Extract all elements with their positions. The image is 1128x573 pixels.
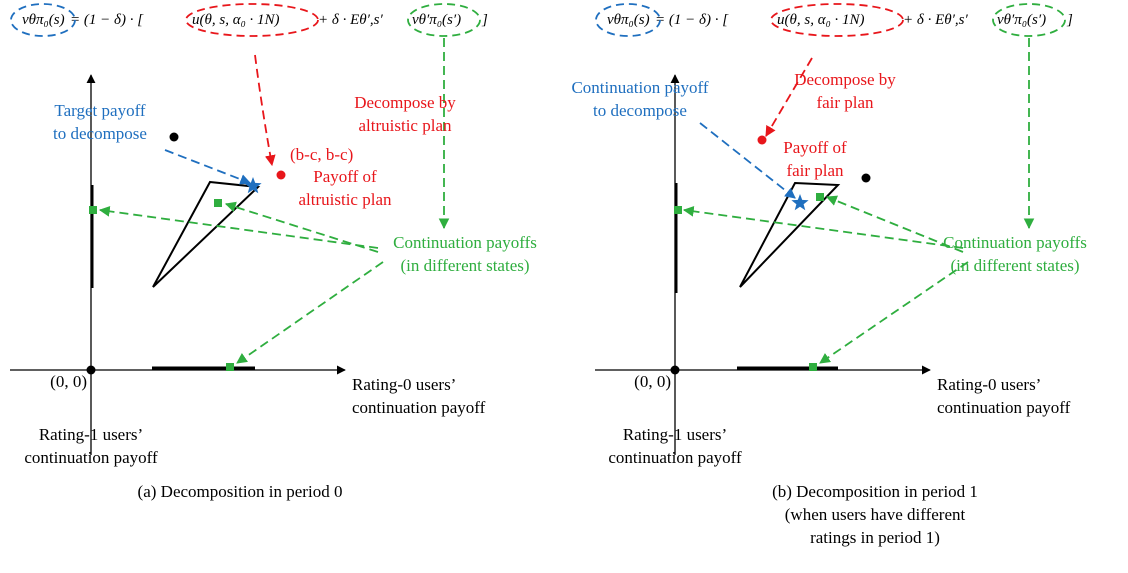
equation-ellipse [407,3,481,37]
equation-ellipse [185,3,319,37]
equation-part: u(θ, s, α₀ · 1N) [192,12,280,28]
equation-ellipse [595,3,661,37]
payoff-label: Payoff of [313,167,377,186]
green-square [226,363,234,371]
black-point [861,173,871,183]
x-axis-label: Rating-0 users’ [352,375,456,394]
y-axis-label: Rating-1 users’ [39,425,143,444]
green-arrow [825,195,964,253]
caption: ratings in period 1) [810,528,940,547]
caption: (b) Decomposition in period 1 [772,482,978,501]
green-square [809,363,817,371]
x-axis-label: Rating-0 users’ [937,375,1041,394]
green-square [89,206,97,214]
continuation-label: Continuation payoffs [943,233,1087,252]
equation-ellipse [10,3,76,37]
decompose-label: altruistic plan [358,116,452,135]
equation-ellipse [992,3,1066,37]
equation-part: + δ · Eθ′,s′ [903,12,968,28]
continuation-label: (in different states) [400,256,529,275]
continuation-label: (in different states) [950,256,1079,275]
decompose-label: Decompose by [354,93,456,112]
green-arrow [682,205,964,249]
black-point [169,132,179,142]
equation-ellipse [770,3,904,37]
red-point [757,135,767,145]
equation-part: vθ′π₀(s′) [997,12,1046,28]
equation-part: vθ′π₀(s′) [412,12,461,28]
target-label: Target payoff [54,101,146,120]
y-axis-label: continuation payoff [24,448,158,467]
equation-part: vθπ₀(s) [607,12,650,28]
equation-part: = (1 − δ) · [ [70,12,144,28]
green-square [816,193,824,201]
target-label: to decompose [593,101,687,120]
x-axis-label: continuation payoff [937,398,1071,417]
green-arrow [224,201,379,253]
green-square [674,206,682,214]
payoff-triangle [739,181,841,288]
origin-dot [86,365,96,375]
star [244,177,262,194]
payoff-triangle [152,180,261,288]
panels: vθπ₀(s) = (1 − δ) · [ u(θ, s, α₀ · 1N) + δ … [10,3,1087,547]
y-axis-label: Rating-1 users’ [623,425,727,444]
decompose-label: Decompose by [794,70,896,89]
blue-arrow [164,149,252,185]
caption: (a) Decomposition in period 0 [138,482,343,501]
origin-label: (0, 0) [634,372,671,391]
origin-label: (0, 0) [50,372,87,391]
red-point [276,170,286,180]
payoff-label: altruistic plan [298,190,392,209]
continuation-label: Continuation payoffs [393,233,537,252]
x-axis-label: continuation payoff [352,398,486,417]
green-arrow [98,205,379,249]
origin-dot [670,365,680,375]
star [791,194,809,211]
equation-part: ] [481,12,488,28]
green-arrow [819,261,969,364]
target-label: Continuation payoff [571,78,708,97]
green-square [214,199,222,207]
y-axis-label: continuation payoff [608,448,742,467]
equation-part: + δ · Eθ′,s′ [318,12,383,28]
equation-part: = (1 − δ) · [ [655,12,729,28]
caption: (when users have different [785,505,966,524]
blue-arrow [699,122,796,199]
equation-part: ] [1066,12,1073,28]
target-label: to decompose [53,124,147,143]
payoff-label: Payoff of [783,138,847,157]
red-arrow [254,54,276,167]
decompose-label: fair plan [816,93,874,112]
equation-part: vθπ₀(s) [22,12,65,28]
equation-part: u(θ, s, α₀ · 1N) [777,12,865,28]
payoff-label: fair plan [786,161,844,180]
point-label: (b-c, b-c) [290,145,353,164]
green-arrow [236,261,384,364]
red-arrow [765,57,813,137]
